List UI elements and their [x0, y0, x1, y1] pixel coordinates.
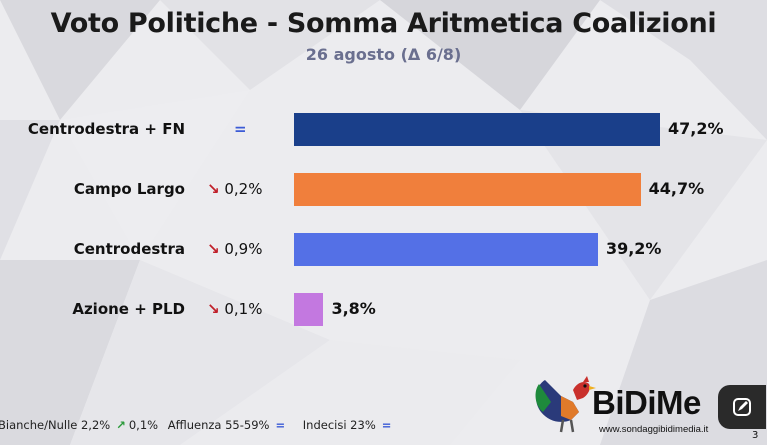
bar-value-label: 47,2%: [668, 119, 724, 138]
logo-wordmark: BiDiMe: [592, 384, 701, 421]
delta-down: ↘ 0,1%: [207, 300, 262, 318]
footer-affluenza: Affluenza 55-59%: [167, 418, 270, 432]
category-label: Centrodestra + FN: [27, 120, 185, 138]
page-number: 3: [752, 430, 759, 441]
chart-title: Voto Politiche - Somma Aritmetica Coaliz…: [50, 8, 717, 39]
bar-centrodestra: [294, 233, 598, 266]
bar-value-label: 44,7%: [648, 179, 705, 198]
bar-azione-pld: [294, 293, 324, 326]
bar-campo-largo: [294, 173, 641, 206]
arrow-down-icon: ↘: [207, 300, 220, 318]
footer-bianche: Bianche/Nulle 2,2%: [0, 418, 111, 432]
delta-equal: =: [234, 120, 247, 138]
delta-value: 0,1%: [224, 300, 263, 318]
footer-bianche-delta: 0,1%: [128, 418, 159, 432]
delta-value: 0,9%: [224, 240, 263, 258]
delta-down: ↘ 0,9%: [207, 240, 262, 258]
footer-indecisi-delta: =: [381, 418, 392, 432]
footer-stats: Bianche/Nulle 2,2% ↗ 0,1% Affluenza 55-59%…: [0, 418, 397, 432]
logo-url: www.sondaggibidimedia.it: [599, 424, 709, 435]
rooster-logo-icon: [535, 376, 596, 433]
delta-down: ↘ 0,2%: [207, 180, 262, 198]
delta-value: 0,2%: [224, 180, 263, 198]
chart-subtitle: 26 agosto (Δ 6/8): [305, 45, 462, 64]
arrow-down-icon: ↘: [207, 180, 220, 198]
bar-centrodestra-fn: [294, 113, 660, 146]
category-label: Azione + PLD: [72, 300, 185, 318]
arrow-down-icon: ↘: [207, 240, 220, 258]
bar-value-label: 3,8%: [331, 299, 376, 318]
arrow-up-icon: ↗: [116, 418, 126, 432]
category-label: Centrodestra: [73, 240, 185, 258]
footer-affluenza-delta: =: [275, 418, 286, 432]
edit-image-icon: [733, 398, 751, 416]
category-label: Campo Largo: [73, 180, 185, 198]
footer-indecisi: Indecisi 23%: [302, 418, 376, 432]
edit-image-button[interactable]: [718, 385, 766, 429]
bar-value-label: 39,2%: [605, 239, 662, 258]
